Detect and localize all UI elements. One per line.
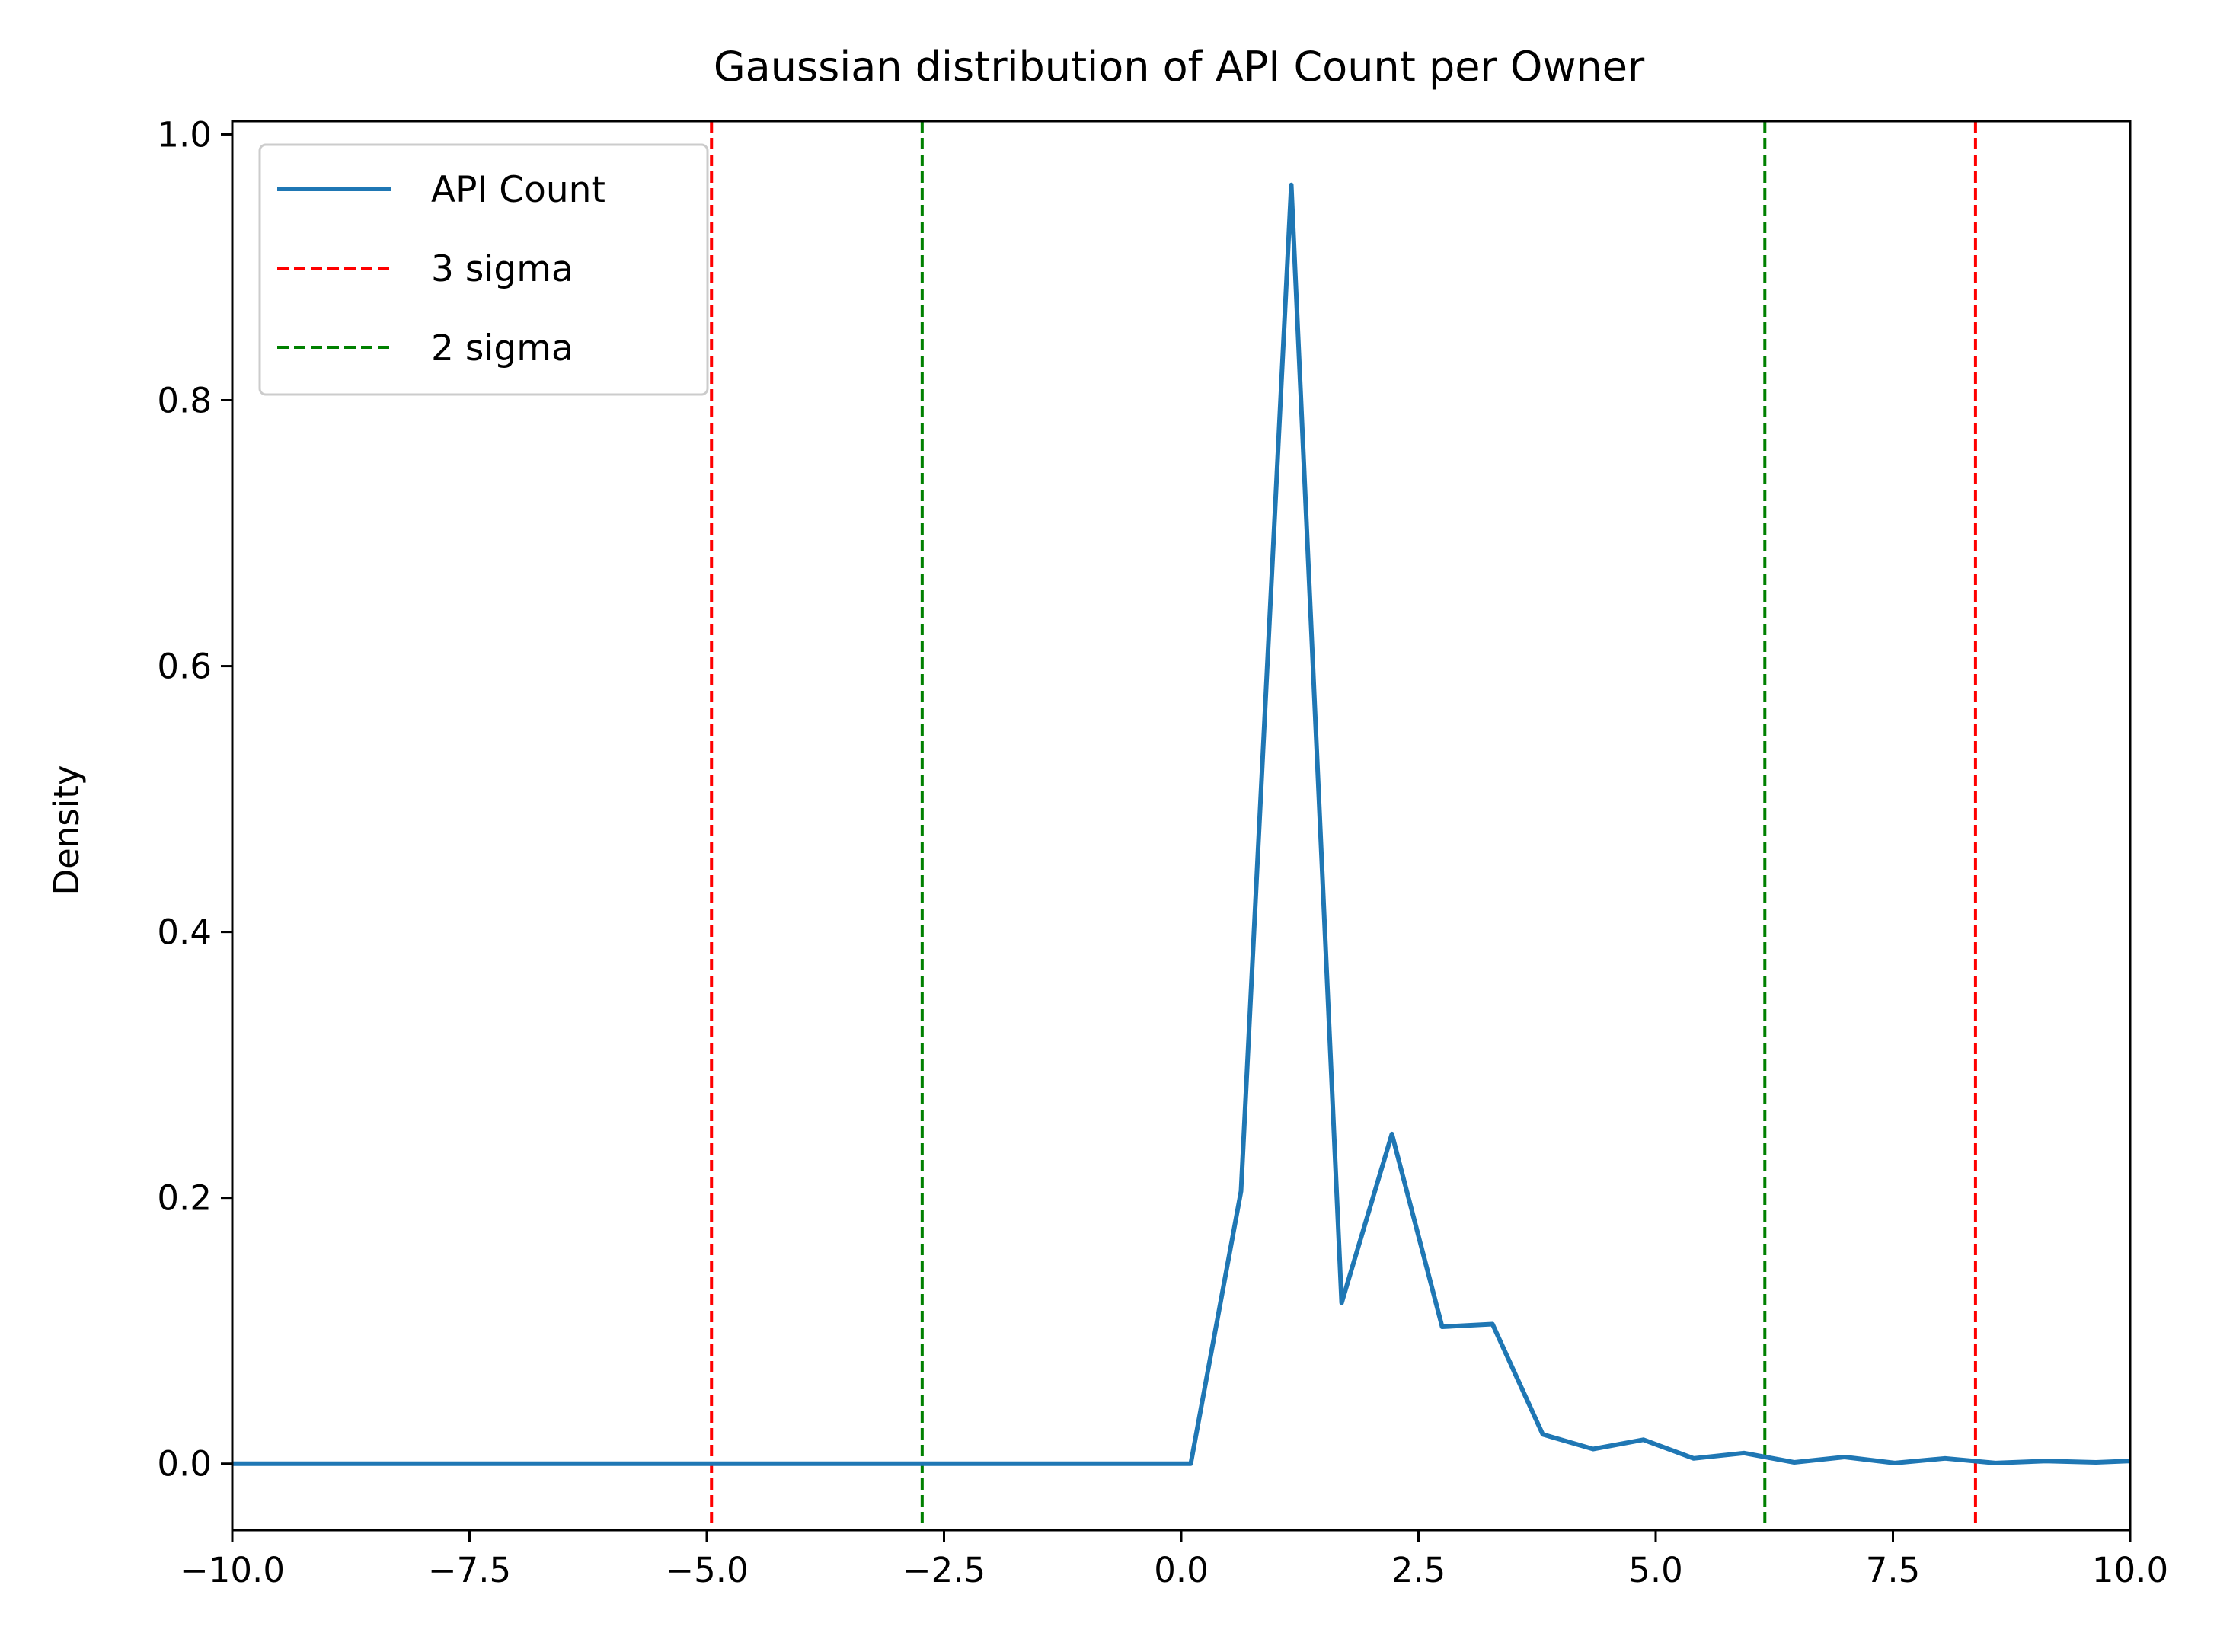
x-tick-label: −5.0 [665,1550,748,1590]
x-tick-label: 2.5 [1391,1550,1446,1590]
y-tick-label: 0.2 [157,1178,212,1219]
legend-label: 2 sigma [431,328,573,369]
x-tick-label: −2.5 [902,1550,986,1590]
y-tick-label: 0.0 [157,1444,212,1484]
x-tick-label: 0.0 [1154,1550,1209,1590]
x-tick-label: 10.0 [2092,1550,2168,1590]
legend-label: 3 sigma [431,248,573,290]
y-tick-label: 0.4 [157,912,212,953]
legend-box [258,143,709,396]
plot-area: −10.0 −7.5 −5.0 −2.5 0.0 2.5 5.0 7.5 10.0 0.0 0.2 0… [157,114,2168,1590]
x-tick-label: 5.0 [1628,1550,1683,1590]
y-tick-label: 1.0 [157,114,212,155]
x-tick-label: −7.5 [428,1550,511,1590]
series-line-0 [232,182,2130,1466]
x-tick-label: −10.0 [180,1550,285,1590]
y-axis-label: Density [46,765,87,895]
y-tick-label: 0.8 [157,381,212,421]
y-tick-label: 0.6 [157,647,212,687]
legend-label: API Count [431,169,605,211]
x-tick-label: 7.5 [1866,1550,1921,1590]
chart-title: Gaussian distribution of API Count per O… [714,43,1645,91]
